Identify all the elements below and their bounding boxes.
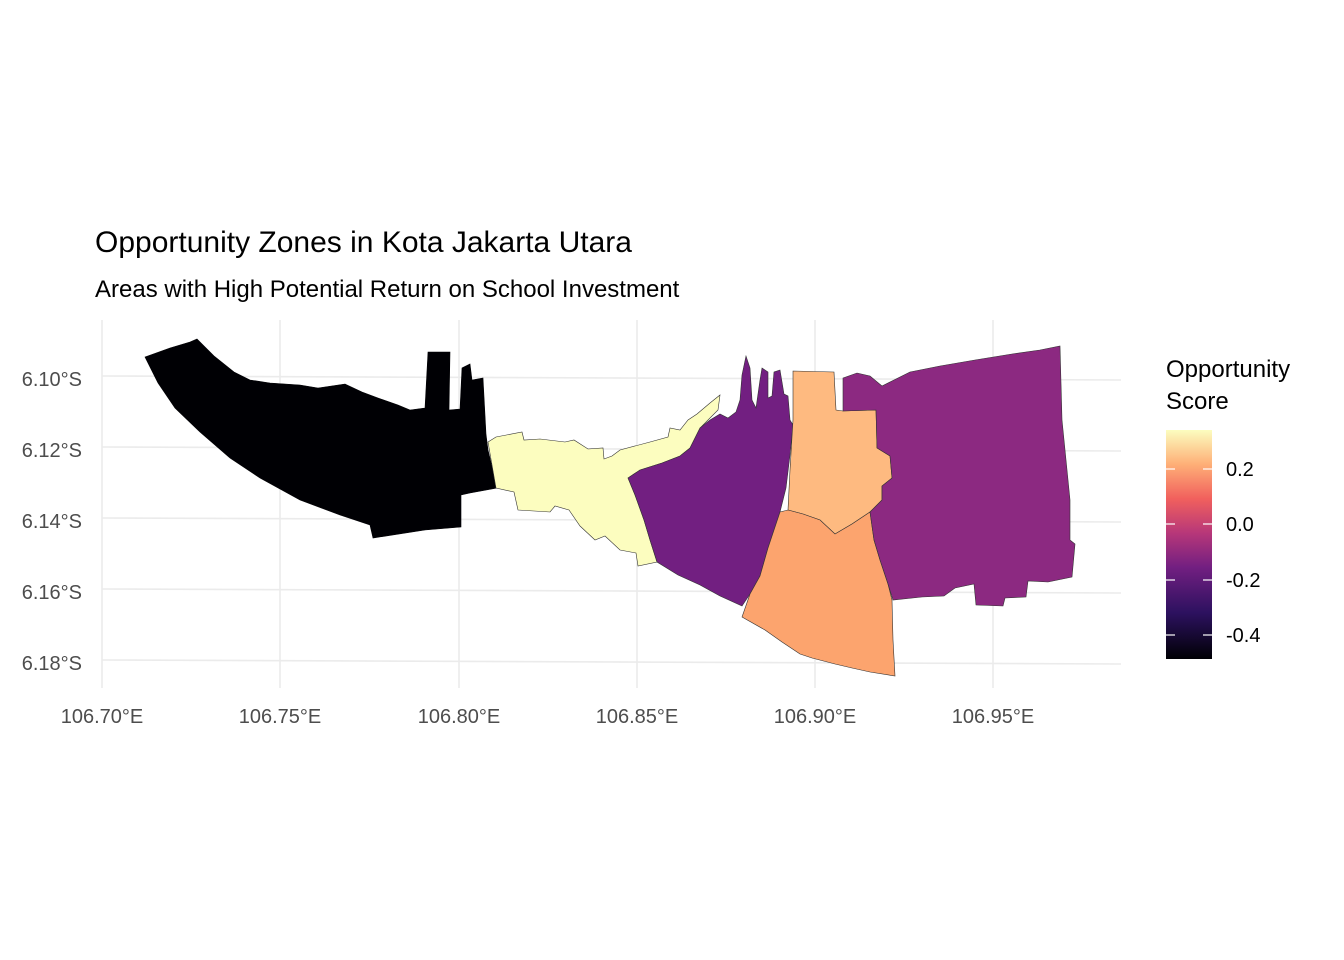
region-kelapa-gading: [741, 509, 896, 677]
legend-tick-label: 0.2: [1226, 459, 1254, 481]
legend-title-line: Score: [1166, 388, 1229, 415]
y-axis: 6.10°S 6.12°S 6.14°S 6.16°S 6.18°S: [22, 369, 82, 675]
chart-title: Opportunity Zones in Kota Jakarta Utara: [95, 226, 632, 259]
grid-h-6.16: [101, 588, 1122, 594]
x-tick-label: 106.80°E: [418, 706, 501, 728]
legend-tick-label: 0.0: [1226, 514, 1254, 536]
legend-tick-label: -0.4: [1226, 625, 1260, 647]
x-tick-label: 106.85°E: [596, 706, 679, 728]
x-axis: 106.70°E 106.75°E 106.80°E 106.85°E 106.…: [61, 706, 1035, 728]
region-cilincing: [842, 345, 1076, 607]
region-tanjung-priok: [627, 354, 794, 607]
y-tick-label: 6.14°S: [22, 511, 82, 533]
grid-h-6.18: [101, 659, 1122, 665]
legend-title-line: Opportunity: [1166, 356, 1291, 383]
region-west: [144, 338, 498, 539]
legend-colorbar: [1166, 430, 1212, 659]
chart-subtitle: Areas with High Potential Return on Scho…: [95, 276, 680, 303]
legend-tick-label: -0.2: [1226, 570, 1260, 592]
y-tick-label: 6.16°S: [22, 582, 82, 604]
y-tick-label: 6.12°S: [22, 440, 82, 462]
legend-title: Opportunity Score: [1166, 354, 1290, 418]
legend: 0.2 0.0 -0.2 -0.4: [1166, 430, 1260, 659]
map-regions: [144, 338, 1076, 677]
y-tick-label: 6.18°S: [22, 653, 82, 675]
x-tick-label: 106.75°E: [239, 706, 322, 728]
x-tick-label: 106.70°E: [61, 706, 144, 728]
x-tick-label: 106.90°E: [774, 706, 857, 728]
y-tick-label: 6.10°S: [22, 369, 82, 391]
x-tick-label: 106.95°E: [952, 706, 1035, 728]
